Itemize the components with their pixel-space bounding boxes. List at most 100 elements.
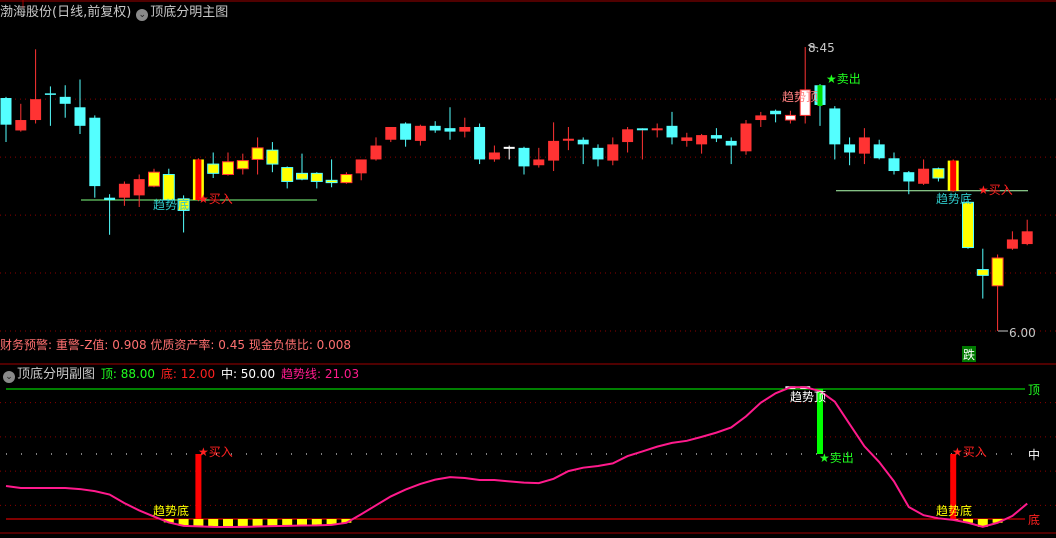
candle-body xyxy=(133,179,145,196)
candle xyxy=(281,166,294,189)
candle-body xyxy=(592,147,604,160)
sub-trend-top-label: 趋势顶 xyxy=(790,390,826,404)
buy-signal-bar xyxy=(950,454,957,519)
candle xyxy=(696,133,708,154)
bottom-zone-block xyxy=(223,519,233,528)
candle-body xyxy=(15,120,27,131)
chevron-down-circle-icon[interactable]: ⌄ xyxy=(136,9,149,21)
candle xyxy=(533,147,545,168)
sub-trend-bottom-label-1: 趋势底 xyxy=(153,503,189,518)
low-price-label: 6.00 xyxy=(1009,326,1036,340)
candle-body xyxy=(162,174,175,201)
candle-body xyxy=(385,126,397,140)
candle-body xyxy=(770,110,782,115)
candle-body xyxy=(725,140,737,146)
candle-body xyxy=(488,152,500,160)
candle-body xyxy=(281,167,294,182)
candle xyxy=(844,137,856,166)
candle-body xyxy=(1006,239,1018,249)
candle-body xyxy=(873,144,885,159)
candle xyxy=(429,121,441,133)
candle-body xyxy=(548,140,560,161)
candle xyxy=(622,126,634,153)
candle xyxy=(770,109,782,123)
candle xyxy=(799,47,811,124)
candle-body xyxy=(177,198,190,211)
candle xyxy=(162,168,175,202)
candle-body xyxy=(740,123,752,152)
candle-body xyxy=(962,201,974,249)
candle-body xyxy=(148,171,160,187)
sell-signal-label: ★卖出 xyxy=(826,72,861,86)
candle xyxy=(873,139,885,160)
mid-value: 中: 50.00 xyxy=(220,367,276,381)
candle xyxy=(829,106,841,160)
sub-sell-label: ★卖出 xyxy=(819,451,854,465)
sub-indicator-name[interactable]: 顶底分明副图 xyxy=(17,367,96,382)
candle-body xyxy=(755,115,767,121)
candle-body xyxy=(89,117,101,187)
candle-body xyxy=(858,137,870,154)
candle-body xyxy=(577,139,589,145)
candle-body xyxy=(222,161,234,176)
buy-signal-label-1: ★买入 xyxy=(198,192,233,206)
candle xyxy=(947,159,959,192)
bottom-zone-block xyxy=(282,519,293,526)
candle xyxy=(104,194,116,235)
sub-trend-bottom-label-2: 趋势底 xyxy=(936,503,972,518)
bottom-zone-block xyxy=(326,519,337,525)
candle xyxy=(310,172,323,189)
candle-body xyxy=(622,129,634,143)
axis-mid-label: 中 xyxy=(1028,447,1040,462)
bottom-zone-block xyxy=(297,519,307,526)
trend-bottom-label-2: 趋势底 xyxy=(936,191,972,206)
candle-body xyxy=(310,172,323,182)
candle-body xyxy=(429,125,441,131)
candle-body xyxy=(266,149,279,165)
high-price-label: 8.45 xyxy=(808,41,835,55)
candle-body xyxy=(710,135,722,139)
axis-top-label: 顶 xyxy=(1028,383,1040,397)
candle xyxy=(296,153,308,181)
candle-body xyxy=(991,257,1004,287)
candle xyxy=(207,152,220,178)
main-indicator-name[interactable]: 顶底分明主图 xyxy=(150,5,229,20)
candle-body xyxy=(829,108,841,145)
candle xyxy=(400,122,412,147)
finance-warning-text: 财务预警: 重警-Z值: 0.908 优质资产率: 0.45 现金负债比: 0.… xyxy=(0,338,352,352)
candle xyxy=(918,159,930,185)
candle xyxy=(607,137,619,166)
candle xyxy=(385,126,397,143)
candle-body xyxy=(474,126,486,160)
candle-body xyxy=(325,179,338,184)
candle-body xyxy=(444,128,456,132)
candle-body xyxy=(340,174,353,184)
chevron-down-circle-icon[interactable]: ⌄ xyxy=(3,371,15,383)
candle xyxy=(444,107,456,140)
candle xyxy=(474,123,486,165)
candle xyxy=(932,167,945,182)
candle-body xyxy=(74,107,86,126)
candle xyxy=(1021,219,1033,246)
bottom-zone-block xyxy=(193,519,204,527)
trend-line xyxy=(5,386,1028,529)
candle xyxy=(459,117,471,138)
stock-title[interactable]: 渤海股份(日线,前复权) xyxy=(0,5,132,20)
fall-badge: 跌 xyxy=(963,347,975,362)
candle xyxy=(59,85,71,118)
candle xyxy=(710,128,722,143)
sub-chart-layer xyxy=(5,386,1028,529)
candle xyxy=(192,158,204,202)
trend-line-value: 趋势线: 21.03 xyxy=(280,367,360,381)
candle-body xyxy=(607,144,619,161)
candle xyxy=(562,126,574,151)
finance-warning: 财务预警: 重警-Z值: 0.908 优质资产率: 0.45 现金负债比: 0.… xyxy=(0,335,353,355)
candle-body xyxy=(681,137,693,141)
candle-body xyxy=(30,99,42,121)
candle xyxy=(903,171,915,195)
candle xyxy=(325,159,338,188)
candle-body xyxy=(459,126,471,132)
candle xyxy=(725,137,737,165)
bottom-zone-block xyxy=(267,519,278,527)
